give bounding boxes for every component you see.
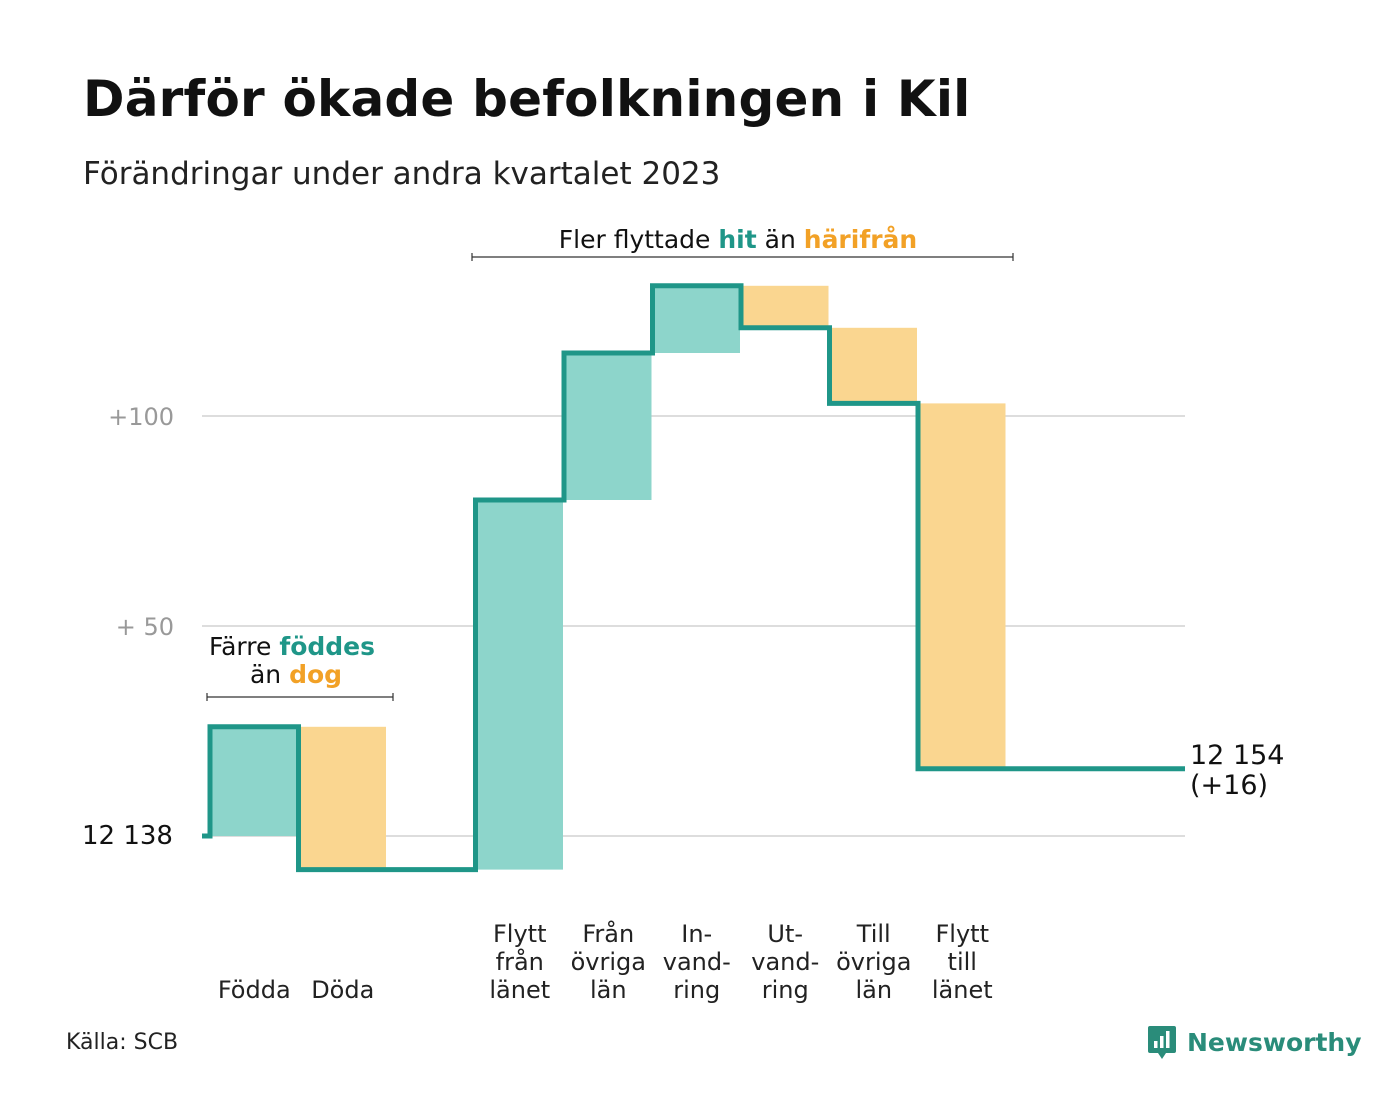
category-label: övriga: [571, 948, 646, 976]
chart-subtitle: Förändringar under andra kvartalet 2023: [83, 156, 721, 192]
cumulative-line: [202, 283, 1185, 873]
category-label: Ut-: [767, 920, 803, 948]
births-annotation-line2: än dog: [250, 660, 342, 689]
category-label: Till: [856, 920, 891, 948]
start-value-label: 12 138: [82, 821, 173, 851]
y-tick-label: +100: [108, 403, 174, 431]
category-label: län: [855, 976, 892, 1004]
category-label: Flytt: [936, 920, 990, 948]
waterfall-bar: [829, 327, 917, 404]
category-label: övriga: [836, 948, 911, 976]
waterfall-bar: [741, 285, 829, 328]
source-note: Källa: SCB: [66, 1030, 179, 1055]
category-label: Födda: [218, 976, 291, 1004]
category-label: In-: [681, 920, 712, 948]
waterfall-bar: [210, 726, 298, 836]
category-label: Från: [582, 919, 634, 948]
migration-annotation: Fler flyttade hit än härifrån: [559, 225, 917, 254]
category-label: från: [496, 947, 544, 976]
end-change-label: (+16): [1190, 770, 1268, 801]
category-label: vand-: [751, 948, 819, 976]
category-label: län: [590, 976, 627, 1004]
births-annotation-line1: Färre föddes: [209, 632, 375, 661]
waterfall-bar: [475, 500, 563, 870]
brand-name: Newsworthy: [1187, 1027, 1362, 1057]
waterfall-bar: [298, 726, 386, 870]
category-label: länet: [932, 976, 993, 1004]
category-label: länet: [489, 976, 550, 1004]
waterfall-bar: [652, 285, 740, 353]
category-label: ring: [762, 976, 809, 1004]
end-value-label: 12 154: [1190, 740, 1284, 771]
waterfall-bar: [918, 403, 1006, 769]
category-label: Flytt: [493, 920, 547, 948]
waterfall-bar: [564, 353, 652, 500]
category-label: till: [948, 948, 977, 976]
y-tick-label: + 50: [116, 613, 174, 641]
chart-title: Därför ökade befolkningen i Kil: [83, 70, 971, 128]
category-label: Döda: [311, 976, 374, 1004]
category-label: vand-: [663, 948, 731, 976]
newsworthy-logo-icon: [1148, 1026, 1176, 1059]
category-label: ring: [673, 976, 720, 1004]
brand-logo[interactable]: Newsworthy: [1147, 1024, 1362, 1060]
